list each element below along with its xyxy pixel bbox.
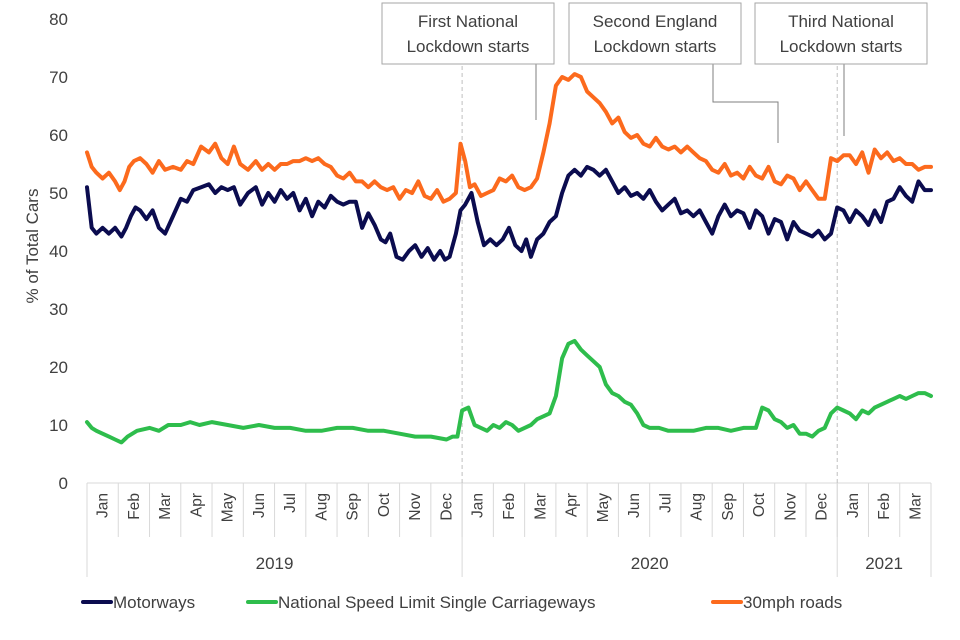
y-tick-label: 40: [49, 242, 68, 261]
x-axis: Jan Feb Mar Apr May Jun Jul Aug Sep Oct Nov Dec Jan F…: [86, 482, 932, 577]
month-label: Feb: [126, 493, 143, 520]
month-label: Jan: [95, 493, 112, 518]
month-label: Jul: [657, 493, 674, 513]
month-label: Oct: [376, 492, 393, 517]
annotation-second-lockdown: Second England Lockdown starts: [568, 2, 779, 143]
month-label: Jun: [251, 493, 268, 518]
annotation-first-lockdown-box: [381, 2, 555, 65]
y-tick-label: 70: [49, 68, 68, 87]
legend-label: National Speed Limit Single Carriageways: [278, 593, 596, 612]
annotation-third-lockdown-line2: Lockdown starts: [780, 37, 903, 56]
month-label: Apr: [564, 493, 581, 517]
annotation-first-lockdown: First National Lockdown starts: [381, 2, 555, 120]
legend: Motorways National Speed Limit Single Car…: [81, 593, 842, 612]
month-label: Mar: [157, 493, 174, 520]
month-label: Jan: [470, 493, 487, 518]
month-label: Oct: [751, 492, 768, 517]
month-label: Sep: [720, 493, 737, 521]
y-tick-label: 0: [59, 474, 68, 493]
series-line-national-speed-limit-single-carriageways: [85, 338, 933, 445]
y-tick-label: 30: [49, 300, 68, 319]
month-label: Mar: [532, 493, 549, 520]
month-label: Feb: [876, 493, 893, 520]
month-label: Sep: [345, 493, 362, 521]
month-label: Jul: [282, 493, 299, 513]
annotation-second-lockdown-line1: Second England: [593, 12, 718, 31]
annotation-second-lockdown-box: [568, 2, 742, 65]
month-label: Mar: [907, 493, 924, 520]
annotation-third-lockdown-line1: Third National: [788, 12, 894, 31]
year-label: 2021: [865, 554, 903, 573]
month-label: Apr: [188, 493, 205, 517]
annotation-second-lockdown-leader: [712, 64, 779, 143]
month-label: Aug: [689, 493, 706, 521]
series-line-30mph-roads: [85, 72, 933, 204]
y-tick-label: 60: [49, 126, 68, 145]
month-label: Nov: [407, 493, 424, 521]
y-axis: 0 10 20 30 40 50 60 70 80: [49, 10, 68, 493]
annotation-first-lockdown-line1: First National: [418, 12, 518, 31]
month-label: May: [220, 493, 237, 523]
annotation-second-lockdown-line2: Lockdown starts: [594, 37, 717, 56]
year-label: 2019: [256, 554, 294, 573]
y-tick-label: 50: [49, 184, 68, 203]
y-tick-label: 10: [49, 416, 68, 435]
month-label: Jun: [626, 493, 643, 518]
month-label: Aug: [313, 493, 330, 521]
month-label: Dec: [814, 493, 831, 521]
y-axis-label: % of Total Cars: [23, 189, 42, 304]
annotations: First National Lockdown starts Second En…: [381, 2, 928, 143]
y-tick-label: 80: [49, 10, 68, 29]
month-label: Jan: [845, 493, 862, 518]
month-label: Feb: [501, 493, 518, 520]
month-label: Dec: [438, 493, 455, 521]
month-label: Nov: [782, 493, 799, 521]
y-tick-label: 20: [49, 358, 68, 377]
annotation-third-lockdown-box: [754, 2, 928, 65]
legend-label: Motorways: [113, 593, 195, 612]
series-line-motorways: [85, 164, 933, 262]
legend-label: 30mph roads: [743, 593, 842, 612]
annotation-third-lockdown: Third National Lockdown starts: [754, 2, 928, 136]
annotation-first-lockdown-line2: Lockdown starts: [407, 37, 530, 56]
lockdown-reference-lines: [461, 3, 838, 483]
series-lines: [85, 72, 933, 445]
month-label: May: [595, 493, 612, 523]
year-label: 2020: [631, 554, 669, 573]
